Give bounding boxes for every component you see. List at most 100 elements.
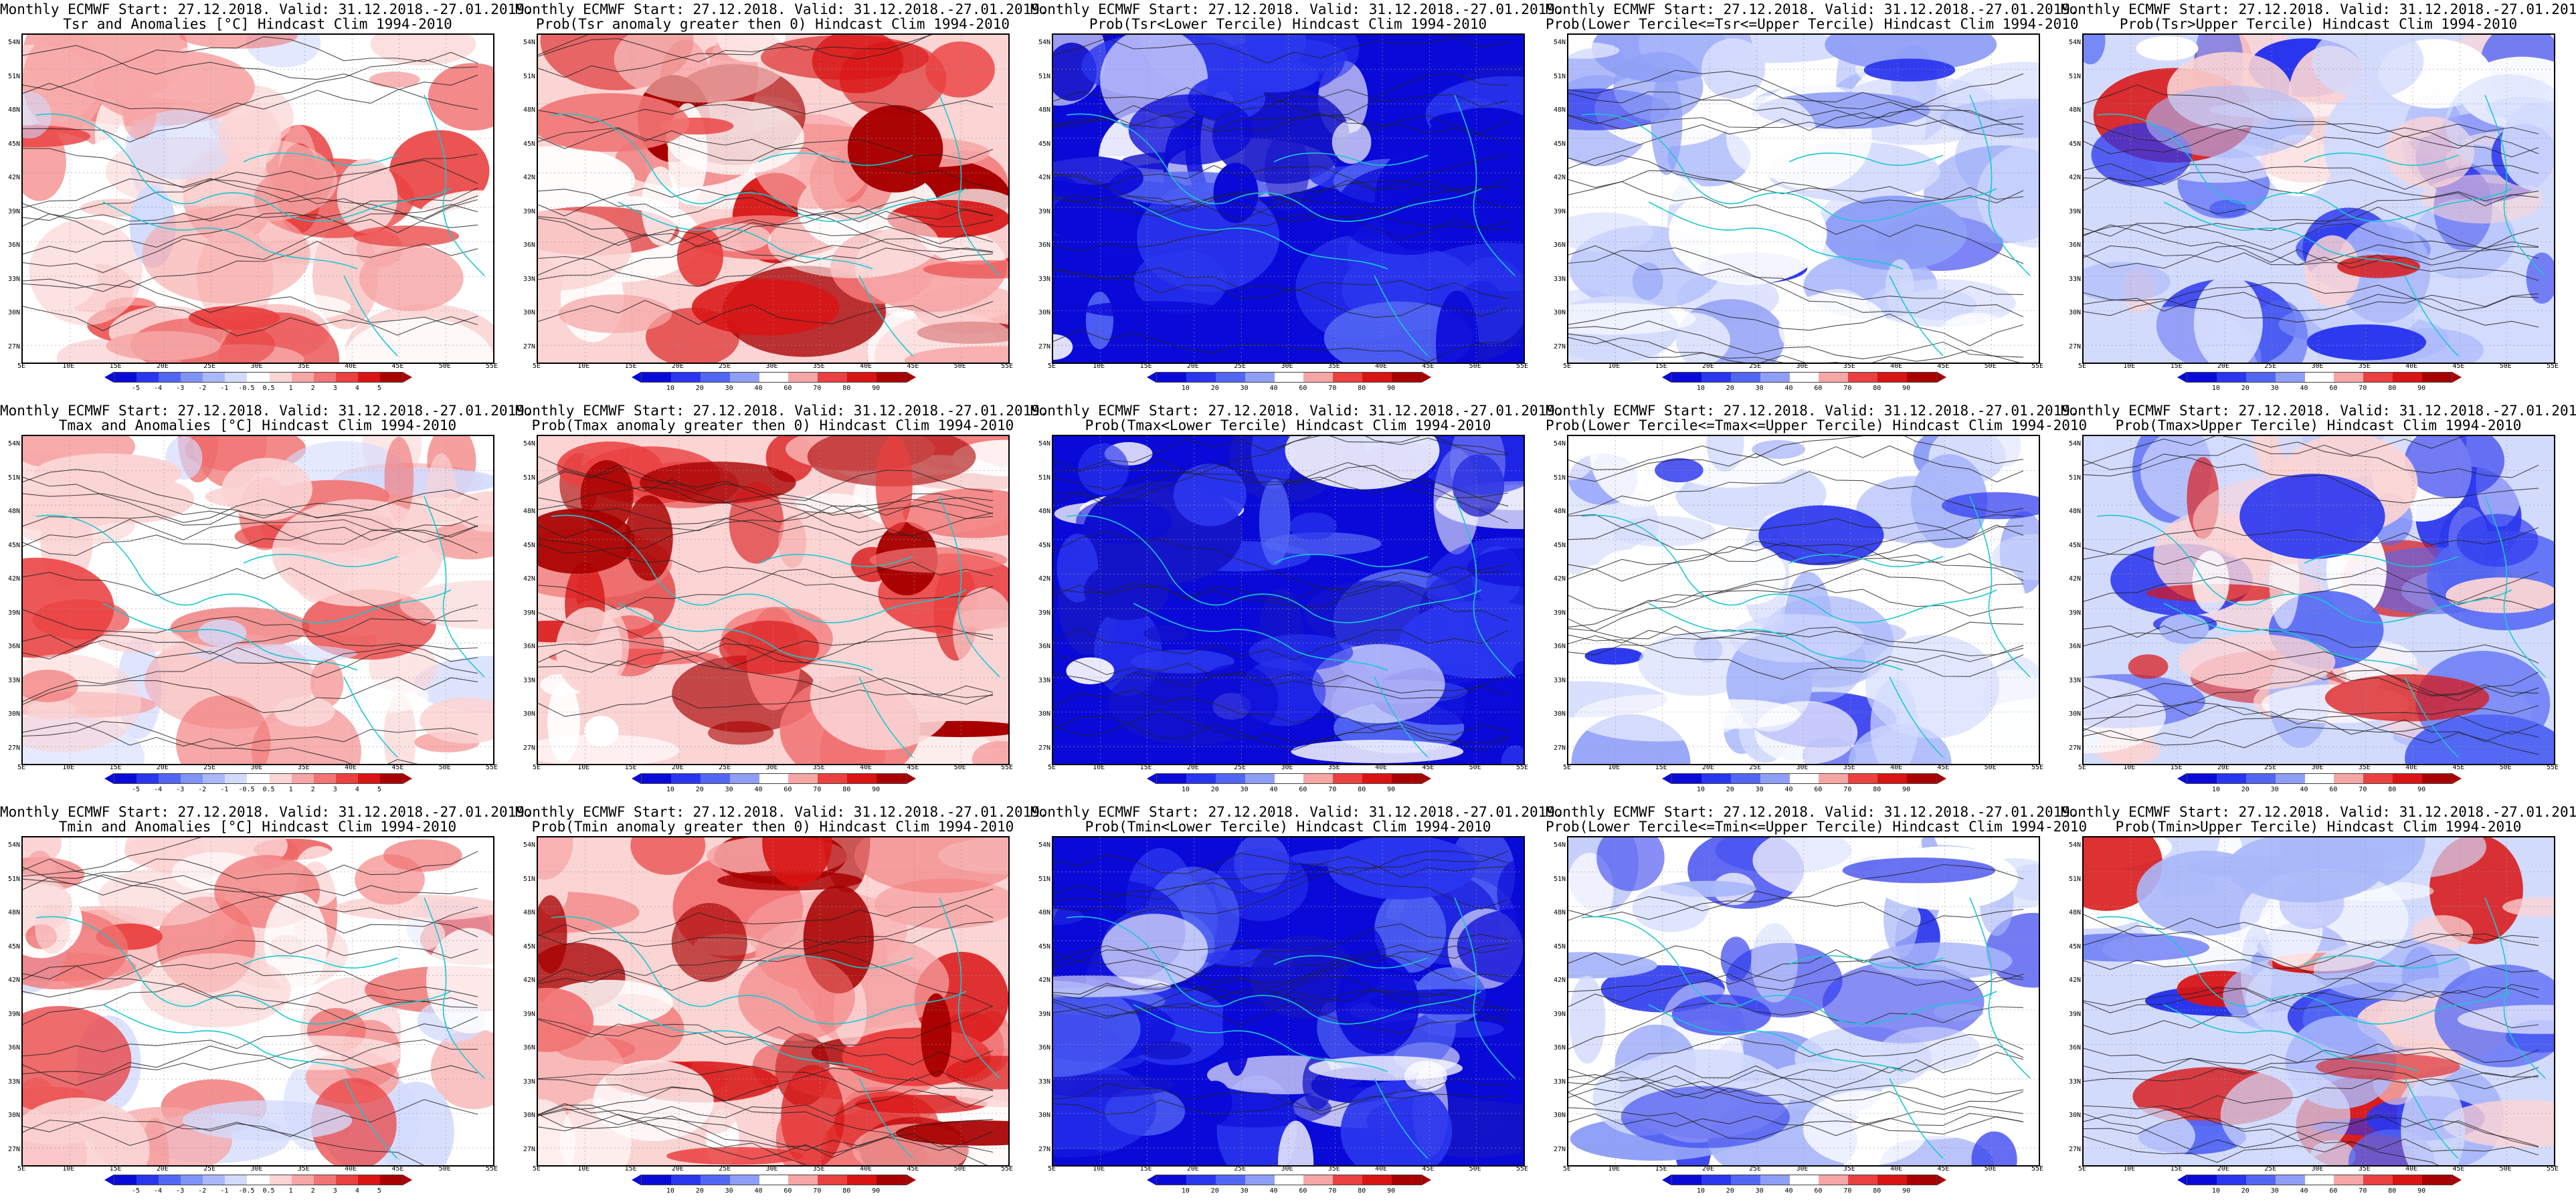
longitude-tick-label: 15E <box>1139 1165 1152 1173</box>
latitude-tick-label: 42N <box>523 174 535 182</box>
latitude-tick-label: 30N <box>1038 710 1050 718</box>
longitude-tick-label: 45E <box>1937 764 1950 771</box>
longitude-tick-label: 40E <box>860 363 872 370</box>
contour-line <box>23 306 478 336</box>
longitude-tick-label: 10E <box>1608 1165 1621 1173</box>
longitude-tick-label: 5E <box>2078 764 2087 771</box>
coastline <box>1133 1004 1388 1072</box>
colour-bar-labels: 10 20 30 40 60 70 80 90 <box>2187 385 2451 394</box>
contour-line <box>538 1005 994 1046</box>
colour-bar-swatch <box>788 373 818 382</box>
colour-bar-swatch <box>759 1175 789 1185</box>
longitude-tick-label: 35E <box>1843 764 1855 771</box>
colour-bar-labels: 10 20 30 40 60 70 80 90 <box>641 786 905 795</box>
panel-title-line1: Monthly ECMWF Start: 27.12.2018. Valid: … <box>1030 804 1564 820</box>
colour-bar <box>641 372 907 383</box>
panel-title-line2: Prob(Lower Tercile<=Tmin<=Upper Tercile)… <box>1546 819 2088 835</box>
map-panel: Monthly ECMWF Start: 27.12.2018. Valid: … <box>1546 803 2088 1204</box>
shaded-region <box>810 642 955 750</box>
contour-line <box>1568 514 2024 570</box>
coastline <box>1969 94 2031 276</box>
longitude-tick-label: 25E <box>1234 764 1247 771</box>
colour-bar-label: 40 <box>1269 786 1278 793</box>
longitude-tick-label: 30E <box>1796 363 1809 370</box>
contour-line <box>1053 267 1509 300</box>
colour-bar-swatch <box>642 1175 671 1185</box>
latitude-tick-label: 48N <box>7 909 20 917</box>
shaded-region <box>1938 312 2014 361</box>
contour-line <box>1568 70 2024 131</box>
contour-line <box>2084 670 2539 731</box>
latitude-tick-label: 27N <box>1038 744 1050 752</box>
colour-bar-swatch <box>2363 774 2393 783</box>
shaded-region <box>2084 262 2171 302</box>
map-panel: Monthly ECMWF Start: 27.12.2018. Valid: … <box>515 0 1048 401</box>
colour-bar-swatch <box>1819 774 1849 783</box>
colour-bar-labels: 10 20 30 40 60 70 80 90 <box>2187 786 2451 795</box>
contour-line <box>1568 1106 2024 1136</box>
longitude-tick-label: 35E <box>1843 363 1855 370</box>
coastline <box>1133 603 1388 671</box>
coastline <box>2304 955 2459 969</box>
contour-line <box>23 148 478 189</box>
latitude-tick-label: 45N <box>1553 942 1566 950</box>
latitude-tick-label: 27N <box>7 744 20 752</box>
colour-bar-swatch <box>225 774 248 783</box>
latitude-tick-label: 48N <box>1553 909 1566 917</box>
shaded-region <box>875 436 913 533</box>
latitude-tick-label: 45N <box>523 942 535 950</box>
latitude-tick-label: 33N <box>2068 676 2081 684</box>
contour-line <box>1568 1003 2024 1049</box>
shaded-region <box>955 1086 1008 1108</box>
latitude-tick-label: 30N <box>1553 309 1566 317</box>
colour-bar-label: -1 <box>220 786 229 793</box>
colour-bar-label: 80 <box>2388 385 2397 392</box>
contour-line <box>1568 333 1784 363</box>
contour-line <box>1053 459 1509 523</box>
map-frame <box>21 33 494 364</box>
longitude-tick-label: 5E <box>532 764 541 771</box>
shaded-region <box>236 1035 404 1070</box>
latitude-tick-label: 45N <box>1553 541 1566 549</box>
contour-line <box>538 300 994 325</box>
colour-bar-label: 70 <box>2359 1187 2367 1195</box>
contour-line <box>538 1114 994 1154</box>
colour-bar-label: 20 <box>695 1187 704 1195</box>
shaded-region <box>1291 740 1464 763</box>
contour-line <box>538 504 994 546</box>
contour-line <box>538 222 994 280</box>
latitude-tick-label: 48N <box>523 106 535 114</box>
shaded-region <box>1192 664 1279 737</box>
coastline <box>758 153 913 166</box>
colour-bar-swatch <box>1730 774 1760 783</box>
shaded-region <box>972 740 1008 764</box>
latitude-tick-label: 36N <box>1553 241 1566 249</box>
coastline <box>758 554 913 567</box>
colour-bar-label: 3 <box>333 385 337 392</box>
contour-line <box>1053 105 1509 134</box>
colour-bar-low-end <box>2177 773 2187 784</box>
contour-line <box>538 1066 994 1093</box>
shaded-region <box>1308 1056 1463 1081</box>
colour-bar-label: -2 <box>198 1187 207 1195</box>
contour-line <box>23 516 478 547</box>
shaded-region <box>2084 35 2106 65</box>
colour-bar-low-end <box>104 773 114 784</box>
longitude-tick-label: 25E <box>203 363 216 370</box>
colour-bar-label: 20 <box>695 385 704 392</box>
map-field <box>1568 837 2039 1165</box>
longitude-tick-label: 20E <box>1701 363 1714 370</box>
map-field <box>538 837 1008 1165</box>
colour-bar-low-end <box>632 1175 641 1185</box>
colour-bar-label: 40 <box>2300 1187 2308 1195</box>
latitude-tick-label: 39N <box>1038 1010 1050 1018</box>
coastline <box>939 897 1000 1079</box>
colour-bar-swatch <box>2334 774 2364 783</box>
contour-line <box>1053 436 1509 506</box>
colour-bar-labels: 10 20 30 40 60 70 80 90 <box>1156 1187 1420 1197</box>
longitude-tick-label: 30E <box>2311 363 2324 370</box>
panel-title-line2: Prob(Tmin anomaly greater then 0) Hindca… <box>531 819 1014 835</box>
contour-line <box>23 1099 478 1146</box>
coastline <box>551 916 967 1025</box>
shaded-region <box>1053 156 1143 200</box>
